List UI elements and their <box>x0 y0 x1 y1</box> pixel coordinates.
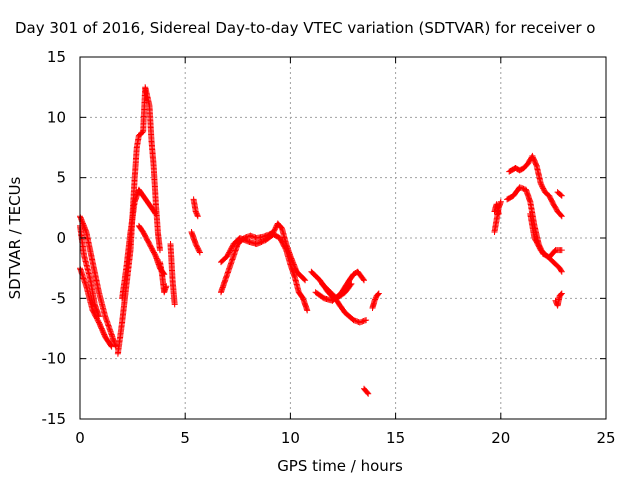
y-tick-label: 10 <box>47 108 66 126</box>
x-tick-label: 0 <box>75 429 85 447</box>
data-track <box>554 189 565 199</box>
y-axis-label: SDTVAR / TECUs <box>6 176 24 299</box>
x-tick-label: 5 <box>180 429 190 447</box>
y-tick-label: 0 <box>56 229 66 247</box>
grid-layer <box>80 57 606 419</box>
data-track <box>319 280 355 302</box>
data-track <box>361 385 372 397</box>
x-tick-label: 10 <box>281 429 300 447</box>
data-track <box>552 290 565 309</box>
tick-layer: 0 5 10 15 20 25 -15 -10 -5 0 5 10 15 <box>42 48 616 447</box>
data-track <box>157 259 170 296</box>
chart-title: Day 301 of 2016, Sidereal Day-to-day VTE… <box>15 19 595 37</box>
data-track <box>491 201 502 217</box>
data-track <box>506 152 565 220</box>
x-tick-label: 15 <box>386 429 405 447</box>
y-tick-label: -5 <box>51 289 66 307</box>
y-tick-label: -10 <box>42 350 67 368</box>
data-track <box>218 231 311 314</box>
y-tick-label: -15 <box>42 410 67 428</box>
data-track <box>167 241 178 308</box>
y-tick-label: 5 <box>56 169 66 187</box>
x-axis-label: GPS time / hours <box>277 457 403 475</box>
data-track <box>190 196 201 220</box>
x-tick-label: 20 <box>491 429 510 447</box>
y-tick-label: 15 <box>47 48 66 66</box>
data-track <box>188 229 203 256</box>
data-track <box>527 210 565 275</box>
data-layer <box>77 84 565 397</box>
data-track <box>369 290 382 311</box>
data-track <box>119 186 159 302</box>
series-SDTVAR <box>77 84 565 397</box>
x-tick-label: 25 <box>596 429 615 447</box>
